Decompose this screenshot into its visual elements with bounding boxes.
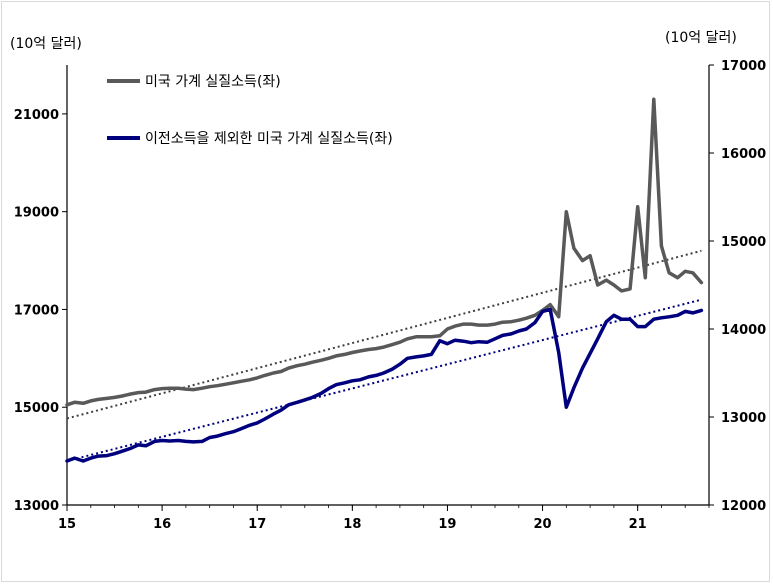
legend: 미국 가계 실질소득(좌) 이전소득을 제외한 미국 가계 실질소득(좌) (107, 74, 393, 147)
x-tick-label: 17 (248, 517, 266, 532)
x-tick-label: 19 (438, 517, 456, 532)
left-tick-label: 17000 (14, 303, 59, 318)
series-line-household-income (65, 97, 704, 407)
right-tick-label: 12000 (721, 499, 766, 514)
right-y-axis-ticks: 12000 13000 14000 15000 16000 17000 (709, 59, 766, 514)
left-tick-label: 13000 (14, 499, 59, 514)
right-tick-label: 17000 (721, 59, 766, 74)
right-tick-label: 14000 (721, 323, 766, 338)
right-tick-label: 15000 (721, 235, 766, 250)
x-tick-label: 15 (58, 517, 76, 532)
legend-label-income-ex-transfers: 이전소득을 제외한 미국 가계 실질소득(좌) (145, 131, 393, 147)
left-tick-label: 19000 (14, 206, 59, 221)
legend-label-household-income: 미국 가계 실질소득(좌) (145, 74, 281, 90)
series-line-income-ex-transfers (65, 307, 704, 463)
trendlines (66, 249, 702, 462)
left-tick-label: 15000 (14, 401, 59, 416)
x-tick-label: 20 (534, 517, 552, 532)
right-tick-label: 16000 (721, 147, 766, 162)
trendline-household-income (66, 249, 702, 420)
right-tick-label: 13000 (721, 411, 766, 426)
left-y-axis-ticks: 13000 15000 17000 19000 21000 (14, 108, 67, 514)
right-axis-unit-label: (10억 달러) (665, 30, 737, 46)
x-tick-label: 16 (153, 517, 171, 532)
left-tick-label: 21000 (14, 108, 59, 123)
trendline-income-ex-transfers (66, 298, 702, 462)
series-lines (65, 97, 704, 463)
x-tick-label: 18 (343, 517, 361, 532)
x-axis-ticks: 15 16 17 18 19 20 21 (58, 505, 710, 532)
left-axis-unit-label: (10억 달러) (10, 36, 82, 52)
x-tick-label: 21 (629, 517, 647, 532)
